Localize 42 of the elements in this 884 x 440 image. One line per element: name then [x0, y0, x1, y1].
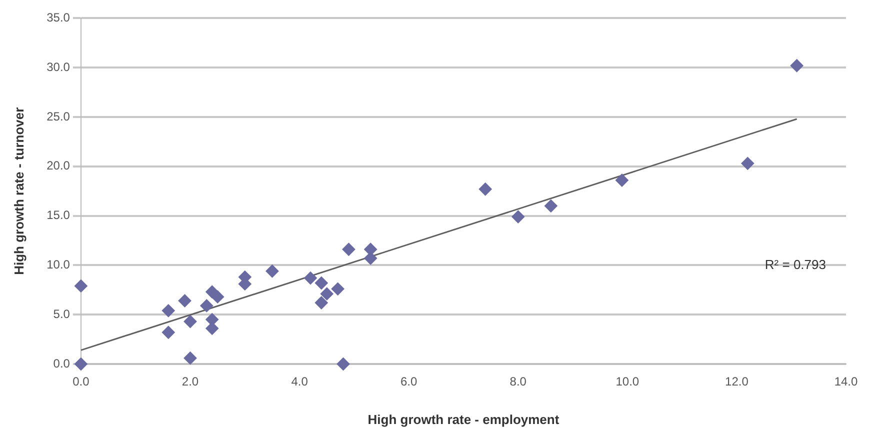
point — [304, 272, 317, 285]
point — [512, 210, 525, 224]
y-tick-label: 5.0 — [53, 306, 70, 321]
point — [74, 279, 88, 292]
y-tick-label: 30.0 — [46, 60, 70, 74]
point — [615, 174, 628, 187]
x-tick-label: 10.0 — [616, 374, 640, 389]
x-tick-label: 14.0 — [834, 374, 858, 389]
point — [184, 315, 197, 328]
point — [184, 352, 197, 365]
point — [314, 296, 328, 310]
point — [741, 156, 754, 170]
point — [266, 264, 279, 278]
point — [544, 199, 558, 212]
point — [178, 294, 192, 308]
point — [162, 326, 175, 339]
y-tick-label: 20.0 — [46, 158, 70, 173]
point — [336, 358, 350, 370]
point — [364, 252, 378, 265]
y-axis-title: High growth rate - turnover — [11, 107, 26, 275]
x-tick-label: 8.0 — [510, 374, 527, 389]
point — [478, 182, 492, 196]
point — [211, 290, 224, 304]
x-tick-label: 2.0 — [182, 374, 199, 389]
x-axis-title: High growth rate - employment — [368, 412, 560, 427]
point — [342, 242, 356, 256]
x-tick-label: 0.0 — [72, 374, 90, 389]
x-tick-label: 4.0 — [291, 374, 308, 389]
point — [320, 287, 334, 300]
point — [331, 282, 344, 296]
y-tick-label: 10.0 — [46, 258, 70, 272]
y-tick-label: 0.0 — [53, 356, 70, 370]
y-tick-label: 25.0 — [46, 109, 70, 124]
x-tick-label: 12.0 — [725, 374, 749, 389]
point — [200, 299, 214, 312]
point — [314, 276, 328, 290]
point — [162, 304, 175, 318]
point — [790, 59, 804, 72]
y-tick-label: 15.0 — [46, 208, 70, 222]
annotation: R² = 0.793 — [764, 256, 826, 272]
x-tick-label: 6.0 — [400, 374, 418, 389]
y-tick-label: 35.0 — [46, 10, 70, 25]
